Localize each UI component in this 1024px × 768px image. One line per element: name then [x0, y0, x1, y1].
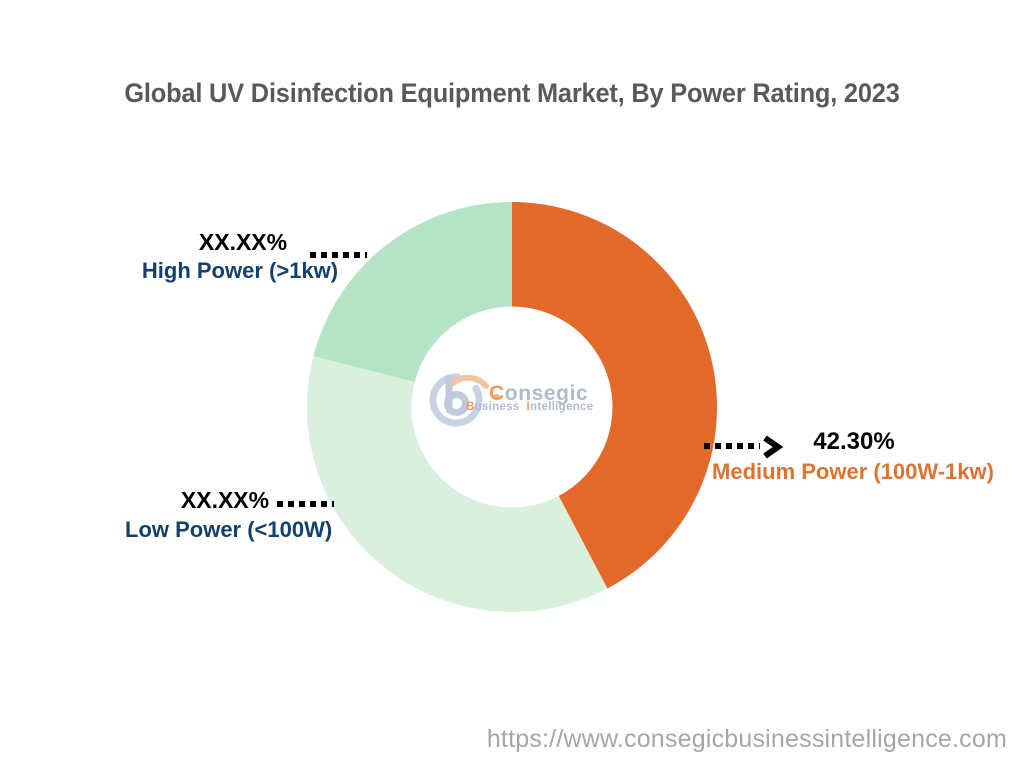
logo-tagline-i: I — [526, 401, 531, 413]
high-power-label: High Power (>1kw) — [141, 258, 339, 283]
donut-segment-low-power — [307, 356, 608, 612]
logo-wordmark-initial: C — [489, 382, 505, 405]
high-power-value: XX.XX% — [198, 229, 288, 255]
donut-segment-high-power — [313, 202, 512, 383]
low-power-label: Low Power (<100W) — [125, 517, 333, 542]
medium-power-value: 42.30% — [813, 428, 895, 455]
consegic-logo-icon — [429, 373, 500, 427]
high-power-leader-dots — [310, 252, 367, 258]
logo-tagline-ntelligence: ntelligence — [530, 401, 594, 413]
source-url: https://www.consegicbusinessintelligence… — [486, 725, 1007, 753]
medium-power-leader-dots — [704, 443, 760, 449]
low-power-leader-dots — [277, 501, 334, 507]
logo-wordmark: Consegic — [489, 382, 588, 406]
medium-power-label: Medium Power (100W-1kw) — [712, 459, 994, 484]
arrow-right-icon — [763, 435, 784, 459]
logo-wordmark-rest: onsegic — [504, 382, 589, 405]
donut-segment-medium-power — [512, 202, 717, 589]
chart-title: Global UV Disinfection Equipment Market,… — [124, 78, 900, 108]
low-power-value: XX.XX% — [180, 487, 270, 513]
logo-tagline-usiness: usiness — [474, 401, 520, 413]
logo-tagline: Business Intelligence — [466, 401, 593, 413]
logo-tagline-b: B — [466, 401, 475, 413]
